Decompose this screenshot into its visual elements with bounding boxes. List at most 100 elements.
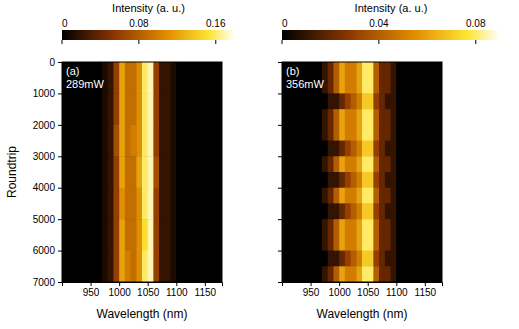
tick-label: 0: [49, 57, 55, 68]
heatmap-cell: [333, 125, 339, 141]
heatmap-cell: [362, 251, 368, 267]
heatmap-cell: [385, 156, 391, 172]
heatmap-cell: [322, 62, 328, 78]
colorbar-tick: [475, 40, 476, 44]
heatmap-cell: [368, 125, 374, 141]
heatmap-cell: [368, 156, 374, 172]
heatmap-cell: [153, 219, 159, 251]
tick-mark: [58, 156, 62, 157]
y-axis-title: Roundtrip: [5, 146, 19, 198]
tick-mark: [58, 219, 62, 220]
heatmap-cell: [373, 141, 379, 157]
heatmap-cell: [385, 93, 391, 109]
heatmap-cell: [396, 156, 402, 172]
heatmap-cell: [142, 251, 148, 282]
heatmap-cell: [385, 266, 391, 282]
heatmap-cell: [328, 93, 334, 109]
heatmap-cell: [339, 93, 345, 109]
tick-label: 7000: [33, 277, 56, 288]
heatmap-cell: [373, 172, 379, 188]
heatmap-cell: [385, 78, 391, 94]
tick-mark: [425, 282, 426, 286]
colorbar-tick-label: 0.08: [466, 18, 486, 29]
heatmap-cell: [345, 172, 351, 188]
heatmap-cell: [119, 62, 125, 94]
heatmap-cell: [165, 156, 171, 188]
heatmap-cell: [379, 235, 385, 251]
heatmap-cell: [339, 235, 345, 251]
heatmap-cell: [362, 93, 368, 109]
heatmap-cell: [396, 125, 402, 141]
heatmap-cell: [113, 62, 119, 94]
x-tick: 1150: [415, 282, 437, 298]
heatmap-cell: [91, 125, 97, 157]
plot-frame: [282, 62, 442, 282]
heatmap-cell: [368, 188, 374, 204]
y-tick: [278, 282, 282, 283]
heatmap-cell: [328, 109, 334, 125]
heatmap-cell: [345, 125, 351, 141]
heatmap-cell: [159, 251, 165, 282]
heatmap-cell: [316, 156, 322, 172]
heatmap-cell: [316, 188, 322, 204]
heatmap-cell: [102, 125, 108, 157]
heatmap-cell: [316, 251, 322, 267]
heatmap-cell: [339, 188, 345, 204]
heatmap-cell: [316, 203, 322, 219]
heatmap-cell: [165, 62, 171, 94]
heatmap-cell: [148, 125, 154, 157]
heatmap-cell: [322, 188, 328, 204]
tick-mark: [119, 282, 120, 286]
tick-label: 4000: [33, 182, 56, 193]
heatmap-cell: [368, 93, 374, 109]
heatmap-cell: [373, 109, 379, 125]
heatmap-cell: [148, 219, 154, 251]
heatmap-cell: [328, 156, 334, 172]
heatmap-cell: [373, 188, 379, 204]
heatmap-cell: [339, 203, 345, 219]
heatmap-cell: [396, 109, 402, 125]
tick-label: 1050: [137, 287, 160, 298]
tick-mark: [58, 282, 62, 283]
heatmap-cell: [333, 219, 339, 235]
heatmap-cell: [119, 188, 125, 220]
heatmap-cell: [385, 188, 391, 204]
heatmap-cell: [339, 62, 345, 78]
tick-mark: [396, 282, 397, 286]
heatmap-cell: [356, 266, 362, 282]
heatmap-cell: [379, 125, 385, 141]
heatmap-cell: [165, 188, 171, 220]
heatmap-cell: [311, 93, 317, 109]
tick-mark: [176, 282, 177, 286]
heatmap-cell: [328, 62, 334, 78]
heatmap-cell: [91, 251, 97, 282]
heatmap-cell: [345, 251, 351, 267]
heatmap-cell: [333, 141, 339, 157]
heatmap-cell: [333, 235, 339, 251]
heatmap-cell: [385, 235, 391, 251]
tick-mark: [91, 282, 92, 286]
colorbar-tick-label: 0: [62, 18, 68, 29]
heatmap-cell: [368, 203, 374, 219]
heatmap-cell: [131, 219, 137, 251]
heatmap-cell: [119, 93, 125, 125]
heatmap-cell: [113, 251, 119, 282]
tick-label: 1150: [195, 287, 217, 298]
heatmap-cell: [131, 62, 137, 94]
plot-frame: [62, 62, 222, 282]
heatmap-cell: [356, 78, 362, 94]
heatmap-cell: [356, 188, 362, 204]
heatmap-cell: [391, 141, 397, 157]
heatmap-cell: [351, 235, 357, 251]
heatmap-cell: [333, 93, 339, 109]
heatmap-cell: [102, 188, 108, 220]
heatmap-cell: [316, 141, 322, 157]
heatmap-cell: [339, 172, 345, 188]
heatmap-cell: [351, 266, 357, 282]
heatmap-cell: [362, 203, 368, 219]
heatmap-cell: [108, 251, 114, 282]
heatmap-cell: [385, 251, 391, 267]
plot-background: [62, 62, 222, 282]
heatmap-cell: [391, 251, 397, 267]
tick-mark: [311, 282, 312, 286]
